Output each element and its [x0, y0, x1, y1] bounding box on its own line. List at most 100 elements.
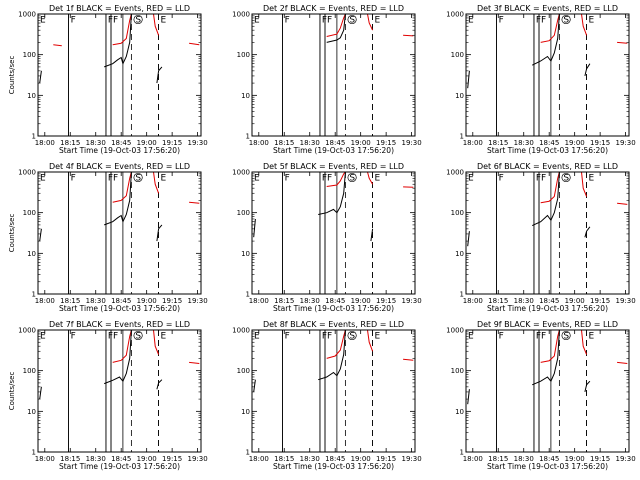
events-series-line [39, 330, 163, 400]
events-series-line [467, 172, 591, 247]
x-tick-label: 19:15 [162, 139, 182, 147]
lld-series-line [540, 330, 628, 364]
y-tick-label: 1000 [232, 169, 250, 177]
y-tick-label: 1000 [232, 327, 250, 335]
events-series-line [467, 14, 591, 89]
x-tick-label: 19:15 [162, 455, 182, 463]
region-label: F [108, 174, 113, 184]
region-label: F [113, 174, 118, 184]
region-label-circle [133, 172, 143, 183]
y-tick-label: 100 [23, 209, 36, 217]
lld-series-line [53, 14, 200, 47]
x-tick-label: 18:30 [514, 455, 534, 463]
y-tick-label: 100 [237, 367, 250, 375]
region-label: E [468, 174, 474, 184]
x-tick-label: 19:15 [590, 455, 610, 463]
y-tick-label: 1 [460, 133, 464, 141]
region-label: E [254, 332, 260, 342]
region-label: F [541, 16, 546, 26]
region-label: F [541, 332, 546, 342]
y-tick-label: 100 [237, 51, 250, 59]
region-label: E [375, 16, 381, 26]
region-label: F [285, 16, 290, 26]
region-label: F [71, 174, 76, 184]
x-tick-label: 19:15 [376, 455, 396, 463]
x-tick-label: 18:45 [539, 455, 559, 463]
region-label: E [589, 174, 595, 184]
x-tick-label: 18:45 [325, 297, 345, 305]
x-tick-label: 19:30 [402, 455, 422, 463]
region-label: F [536, 174, 541, 184]
region-label: S [563, 16, 569, 26]
region-label-circle [133, 330, 143, 341]
region-label: F [71, 16, 76, 26]
region-label-circle [347, 14, 357, 25]
x-tick-label: 18:00 [249, 139, 269, 147]
region-label: E [375, 174, 381, 184]
panel-title: Det 7f BLACK = Events, RED = LLD [49, 320, 190, 329]
panel-title: Det 8f BLACK = Events, RED = LLD [263, 320, 404, 329]
region-label-circle [561, 330, 571, 341]
plot-frame [37, 171, 202, 295]
region-label: E [468, 16, 474, 26]
y-axis-label: Counts/sec [8, 56, 16, 95]
events-series-line [326, 14, 346, 43]
plot-frame [37, 329, 202, 453]
lld-series-line [112, 172, 200, 204]
x-tick-label: 19:00 [565, 455, 585, 463]
x-tick-label: 18:45 [539, 139, 559, 147]
region-label: E [254, 16, 260, 26]
y-tick-label: 1 [460, 291, 464, 299]
x-tick-label: 18:00 [249, 297, 269, 305]
x-tick-label: 19:15 [590, 139, 610, 147]
x-tick-label: 18:15 [488, 297, 508, 305]
x-axis-label: Start Time (19-Oct-03 17:56:20) [273, 304, 394, 313]
y-tick-label: 10 [27, 92, 36, 100]
lld-series-line [112, 330, 200, 364]
x-axis-label: Start Time (19-Oct-03 17:56:20) [59, 146, 180, 155]
region-label: E [40, 332, 46, 342]
x-tick-label: 18:15 [60, 455, 80, 463]
x-tick-label: 19:30 [402, 139, 422, 147]
y-axis-label: Counts/sec [8, 214, 16, 253]
y-tick-label: 10 [241, 408, 250, 416]
lld-series-line [326, 330, 414, 361]
x-tick-label: 18:45 [325, 139, 345, 147]
y-tick-label: 10 [241, 250, 250, 258]
x-tick-label: 18:15 [60, 139, 80, 147]
region-label: F [71, 332, 76, 342]
y-tick-label: 1 [32, 291, 36, 299]
y-tick-label: 10 [241, 92, 250, 100]
region-label: S [349, 16, 355, 26]
x-tick-label: 18:15 [274, 139, 294, 147]
x-tick-label: 18:45 [111, 297, 131, 305]
x-tick-label: 19:30 [616, 455, 636, 463]
region-label: F [499, 174, 504, 184]
y-tick-label: 1 [246, 449, 250, 457]
y-tick-label: 1000 [18, 169, 36, 177]
y-tick-label: 1000 [446, 169, 464, 177]
region-label-circle [133, 14, 143, 25]
region-label: S [135, 16, 141, 26]
lld-series-line [326, 14, 414, 37]
x-tick-label: 18:00 [463, 139, 483, 147]
x-tick-label: 19:30 [188, 139, 208, 147]
x-tick-label: 18:30 [86, 297, 106, 305]
y-tick-label: 1000 [232, 11, 250, 19]
region-label: F [536, 332, 541, 342]
region-label: E [161, 16, 167, 26]
region-label: F [322, 174, 327, 184]
x-axis-label: Start Time (19-Oct-03 17:56:20) [273, 146, 394, 155]
y-tick-label: 1000 [18, 11, 36, 19]
y-tick-label: 1 [32, 449, 36, 457]
x-tick-label: 18:30 [300, 455, 320, 463]
y-tick-label: 1000 [446, 11, 464, 19]
y-tick-label: 10 [455, 92, 464, 100]
plot-frame [251, 13, 416, 137]
plot-frame [465, 13, 630, 137]
x-tick-label: 19:00 [351, 139, 371, 147]
